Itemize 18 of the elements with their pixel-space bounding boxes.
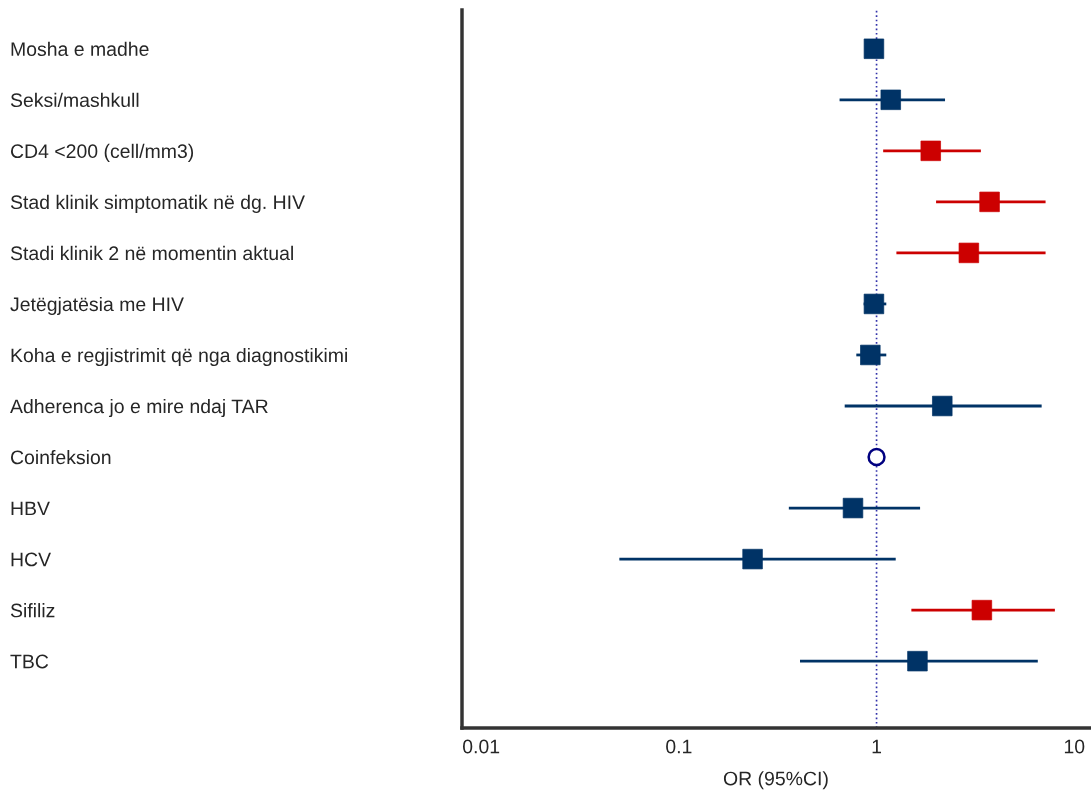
x-tick-label: 1 [872,739,882,754]
y-tick-label: Stad klinik simptomatik në dg. HIV [10,194,305,213]
x-axis-title: OR (95%CI) [723,771,828,790]
y-tick-label: CD4 <200 (cell/mm3) [10,143,194,162]
y-tick-label: Koha e regjistrimit që nga diagnostikimi [11,347,347,367]
y-tick-label: Adherenca jo e mire ndaj TAR [10,398,268,418]
x-tick-label: 0.01 [463,739,500,754]
y-tick-label: Mosha e madhe [11,41,149,57]
y-tick-label: TBC [10,654,49,669]
y-tick-label: HCV [11,552,51,567]
y-tick-label: Jetëgjatësia me HIV [10,296,184,316]
y-tick-label: HBV [11,501,50,516]
x-tick-label: 10 [1064,739,1085,754]
x-tick-label: 0.1 [666,739,692,754]
y-tick-label: Stadi klinik 2 në momentin aktual [10,245,293,261]
y-tick-label: Coinfeksion [10,449,111,465]
y-tick-label: Sifiliz [10,603,55,618]
y-tick-label: Seksi/mashkull [10,92,139,108]
